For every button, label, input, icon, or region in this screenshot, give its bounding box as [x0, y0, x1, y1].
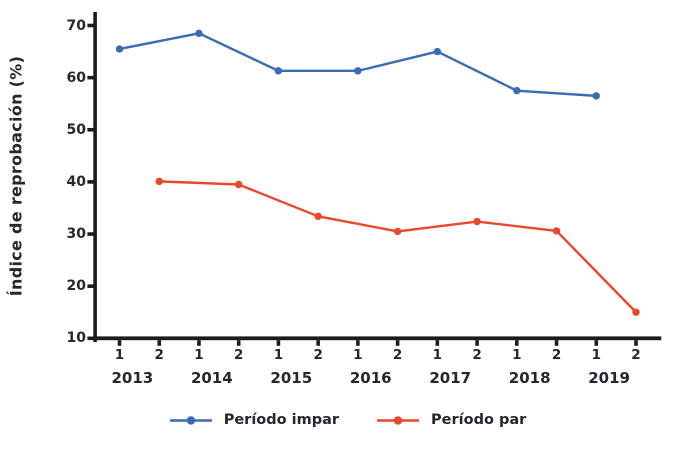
data-point-impar [433, 47, 442, 56]
data-point-impar [274, 67, 283, 75]
year-label: 2016 [349, 369, 392, 387]
y-axis-tick [87, 180, 94, 184]
data-point-par [234, 180, 243, 189]
year-label: 2014 [190, 369, 233, 387]
data-point-par [155, 177, 163, 186]
y-axis-tick [87, 336, 94, 341]
x-tick-label: 1 [512, 347, 522, 363]
y-tick-label: 10 [66, 330, 86, 347]
year-label: 2013 [111, 369, 154, 387]
x-tick-label: 2 [233, 347, 244, 363]
data-point-impar [115, 45, 124, 53]
y-tick-label: 20 [66, 278, 86, 295]
y-axis-tick [87, 284, 94, 288]
legend-label-periodo-impar: Período impar [223, 412, 340, 428]
x-tick-label: 1 [432, 347, 443, 363]
x-axis-tick [554, 340, 559, 346]
x-axis-tick [475, 340, 479, 346]
x-tick-label: 2 [313, 347, 323, 363]
y-tick-label: 60 [66, 69, 86, 86]
x-axis-tick [276, 340, 281, 346]
x-axis-tick [634, 340, 638, 346]
legend-marker-impar-icon [169, 415, 212, 425]
series-line-impar [118, 32, 598, 98]
year-label: 2017 [429, 369, 472, 387]
data-point-impar [592, 92, 600, 100]
legend-label-periodo-par: Período par [431, 412, 527, 428]
year-label: 2019 [588, 369, 630, 387]
data-point-par [632, 308, 640, 316]
x-tick-label: 2 [392, 347, 403, 363]
x-tick-label: 1 [591, 347, 601, 363]
year-label: 2018 [508, 369, 551, 387]
data-point-impar [354, 67, 362, 75]
legend-item-periodo-par: Período par [375, 412, 526, 428]
data-point-par [393, 227, 402, 236]
x-axis-tick [515, 340, 519, 346]
legend-marker-par-icon [377, 415, 420, 425]
y-axis-tick [87, 127, 94, 132]
y-tick-label: 70 [66, 17, 86, 34]
data-point-par [473, 217, 481, 226]
year-label: 2015 [270, 369, 313, 387]
x-axis-tick [594, 340, 599, 346]
data-point-impar [513, 86, 521, 95]
legend-item-periodo-impar: Período impar [168, 412, 339, 428]
x-axis-tick [197, 340, 201, 346]
y-axis-tick [87, 232, 94, 236]
y-axis-line [93, 12, 97, 342]
x-axis-line [93, 336, 662, 341]
x-tick-label: 2 [472, 347, 482, 363]
data-point-impar [195, 29, 203, 38]
y-tick-label: 40 [66, 173, 86, 190]
x-axis-tick [435, 340, 440, 346]
data-point-par [552, 227, 561, 235]
x-tick-label: 1 [353, 347, 363, 363]
x-tick-label: 1 [114, 347, 125, 363]
x-tick-label: 2 [154, 347, 164, 363]
x-tick-label: 2 [551, 347, 562, 363]
x-tick-label: 1 [273, 347, 284, 363]
y-tick-label: 30 [66, 226, 86, 243]
x-tick-label: 1 [194, 347, 204, 363]
x-axis-tick [356, 340, 360, 346]
data-point-par [314, 212, 322, 221]
y-axis-title: Índice de reprobación (%) [6, 55, 26, 297]
x-axis-tick [236, 340, 241, 346]
series-line-par [158, 180, 638, 314]
x-axis-tick [395, 340, 400, 346]
y-axis-tick [87, 75, 94, 80]
x-axis-tick [157, 340, 162, 346]
x-axis-tick [316, 340, 320, 346]
x-tick-label: 2 [631, 347, 641, 363]
legend: Período impar Período par [0, 412, 694, 428]
y-tick-label: 50 [66, 121, 86, 138]
x-axis-tick [117, 340, 122, 346]
y-axis-tick [87, 23, 94, 28]
